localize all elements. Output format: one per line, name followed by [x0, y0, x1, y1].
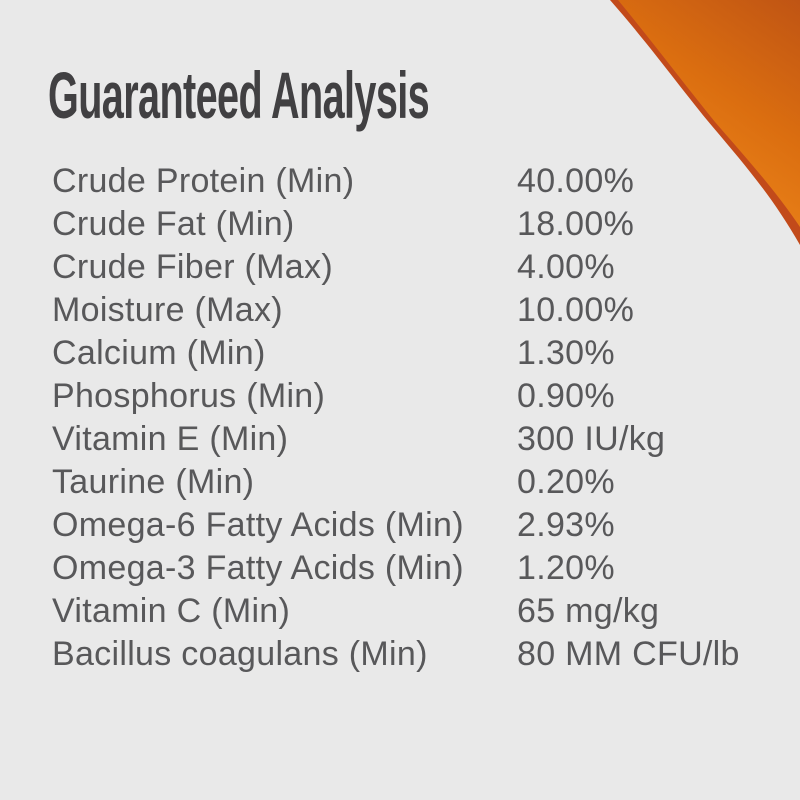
nutrient-label: Bacillus coagulans (Min): [52, 635, 428, 673]
nutrient-label: Vitamin C (Min): [52, 592, 291, 630]
nutrient-value: 40.00%: [517, 162, 635, 200]
nutrient-label: Omega-6 Fatty Acids (Min): [52, 506, 464, 544]
nutrient-value: 1.30%: [517, 334, 615, 372]
nutrient-label: Calcium (Min): [52, 334, 266, 372]
nutrient-value: 300 IU/kg: [517, 420, 666, 458]
nutrient-label: Omega-3 Fatty Acids (Min): [52, 549, 464, 587]
table-row: Moisture (Max) 10.00%: [52, 289, 792, 332]
table-row: Crude Fat (Min) 18.00%: [52, 203, 792, 246]
table-row: Taurine (Min) 0.20%: [52, 461, 792, 504]
table-row: Phosphorus (Min) 0.90%: [52, 375, 792, 418]
analysis-table: Crude Protein (Min) 40.00% Crude Fat (Mi…: [52, 160, 792, 676]
table-row: Omega-6 Fatty Acids (Min) 2.93%: [52, 504, 792, 547]
nutrient-label: Moisture (Max): [52, 291, 283, 329]
orange-swoosh-decoration: [610, 0, 800, 245]
nutrient-label: Phosphorus (Min): [52, 377, 326, 415]
table-row: Bacillus coagulans (Min) 80 MM CFU/lb: [52, 633, 792, 676]
nutrient-label: Crude Fat (Min): [52, 205, 295, 243]
nutrient-value: 65 mg/kg: [517, 592, 660, 630]
table-row: Vitamin E (Min) 300 IU/kg: [52, 418, 792, 461]
table-row: Crude Fiber (Max) 4.00%: [52, 246, 792, 289]
nutrient-label: Crude Protein (Min): [52, 162, 355, 200]
nutrient-value: 1.20%: [517, 549, 615, 587]
nutrient-value: 10.00%: [517, 291, 635, 329]
table-row: Calcium (Min) 1.30%: [52, 332, 792, 375]
nutrient-value: 18.00%: [517, 205, 635, 243]
nutrient-label: Taurine (Min): [52, 463, 255, 501]
table-row: Vitamin C (Min) 65 mg/kg: [52, 590, 792, 633]
nutrient-value: 0.20%: [517, 463, 615, 501]
nutrient-value: 80 MM CFU/lb: [517, 635, 740, 673]
nutrient-label: Crude Fiber (Max): [52, 248, 333, 286]
nutrient-value: 0.90%: [517, 377, 615, 415]
table-row: Omega-3 Fatty Acids (Min) 1.20%: [52, 547, 792, 590]
nutrient-label: Vitamin E (Min): [52, 420, 289, 458]
nutrient-value: 4.00%: [517, 248, 615, 286]
table-row: Crude Protein (Min) 40.00%: [52, 160, 792, 203]
swoosh-body: [618, 0, 800, 227]
page-title: Guaranteed Analysis: [48, 58, 430, 132]
nutrient-value: 2.93%: [517, 506, 615, 544]
